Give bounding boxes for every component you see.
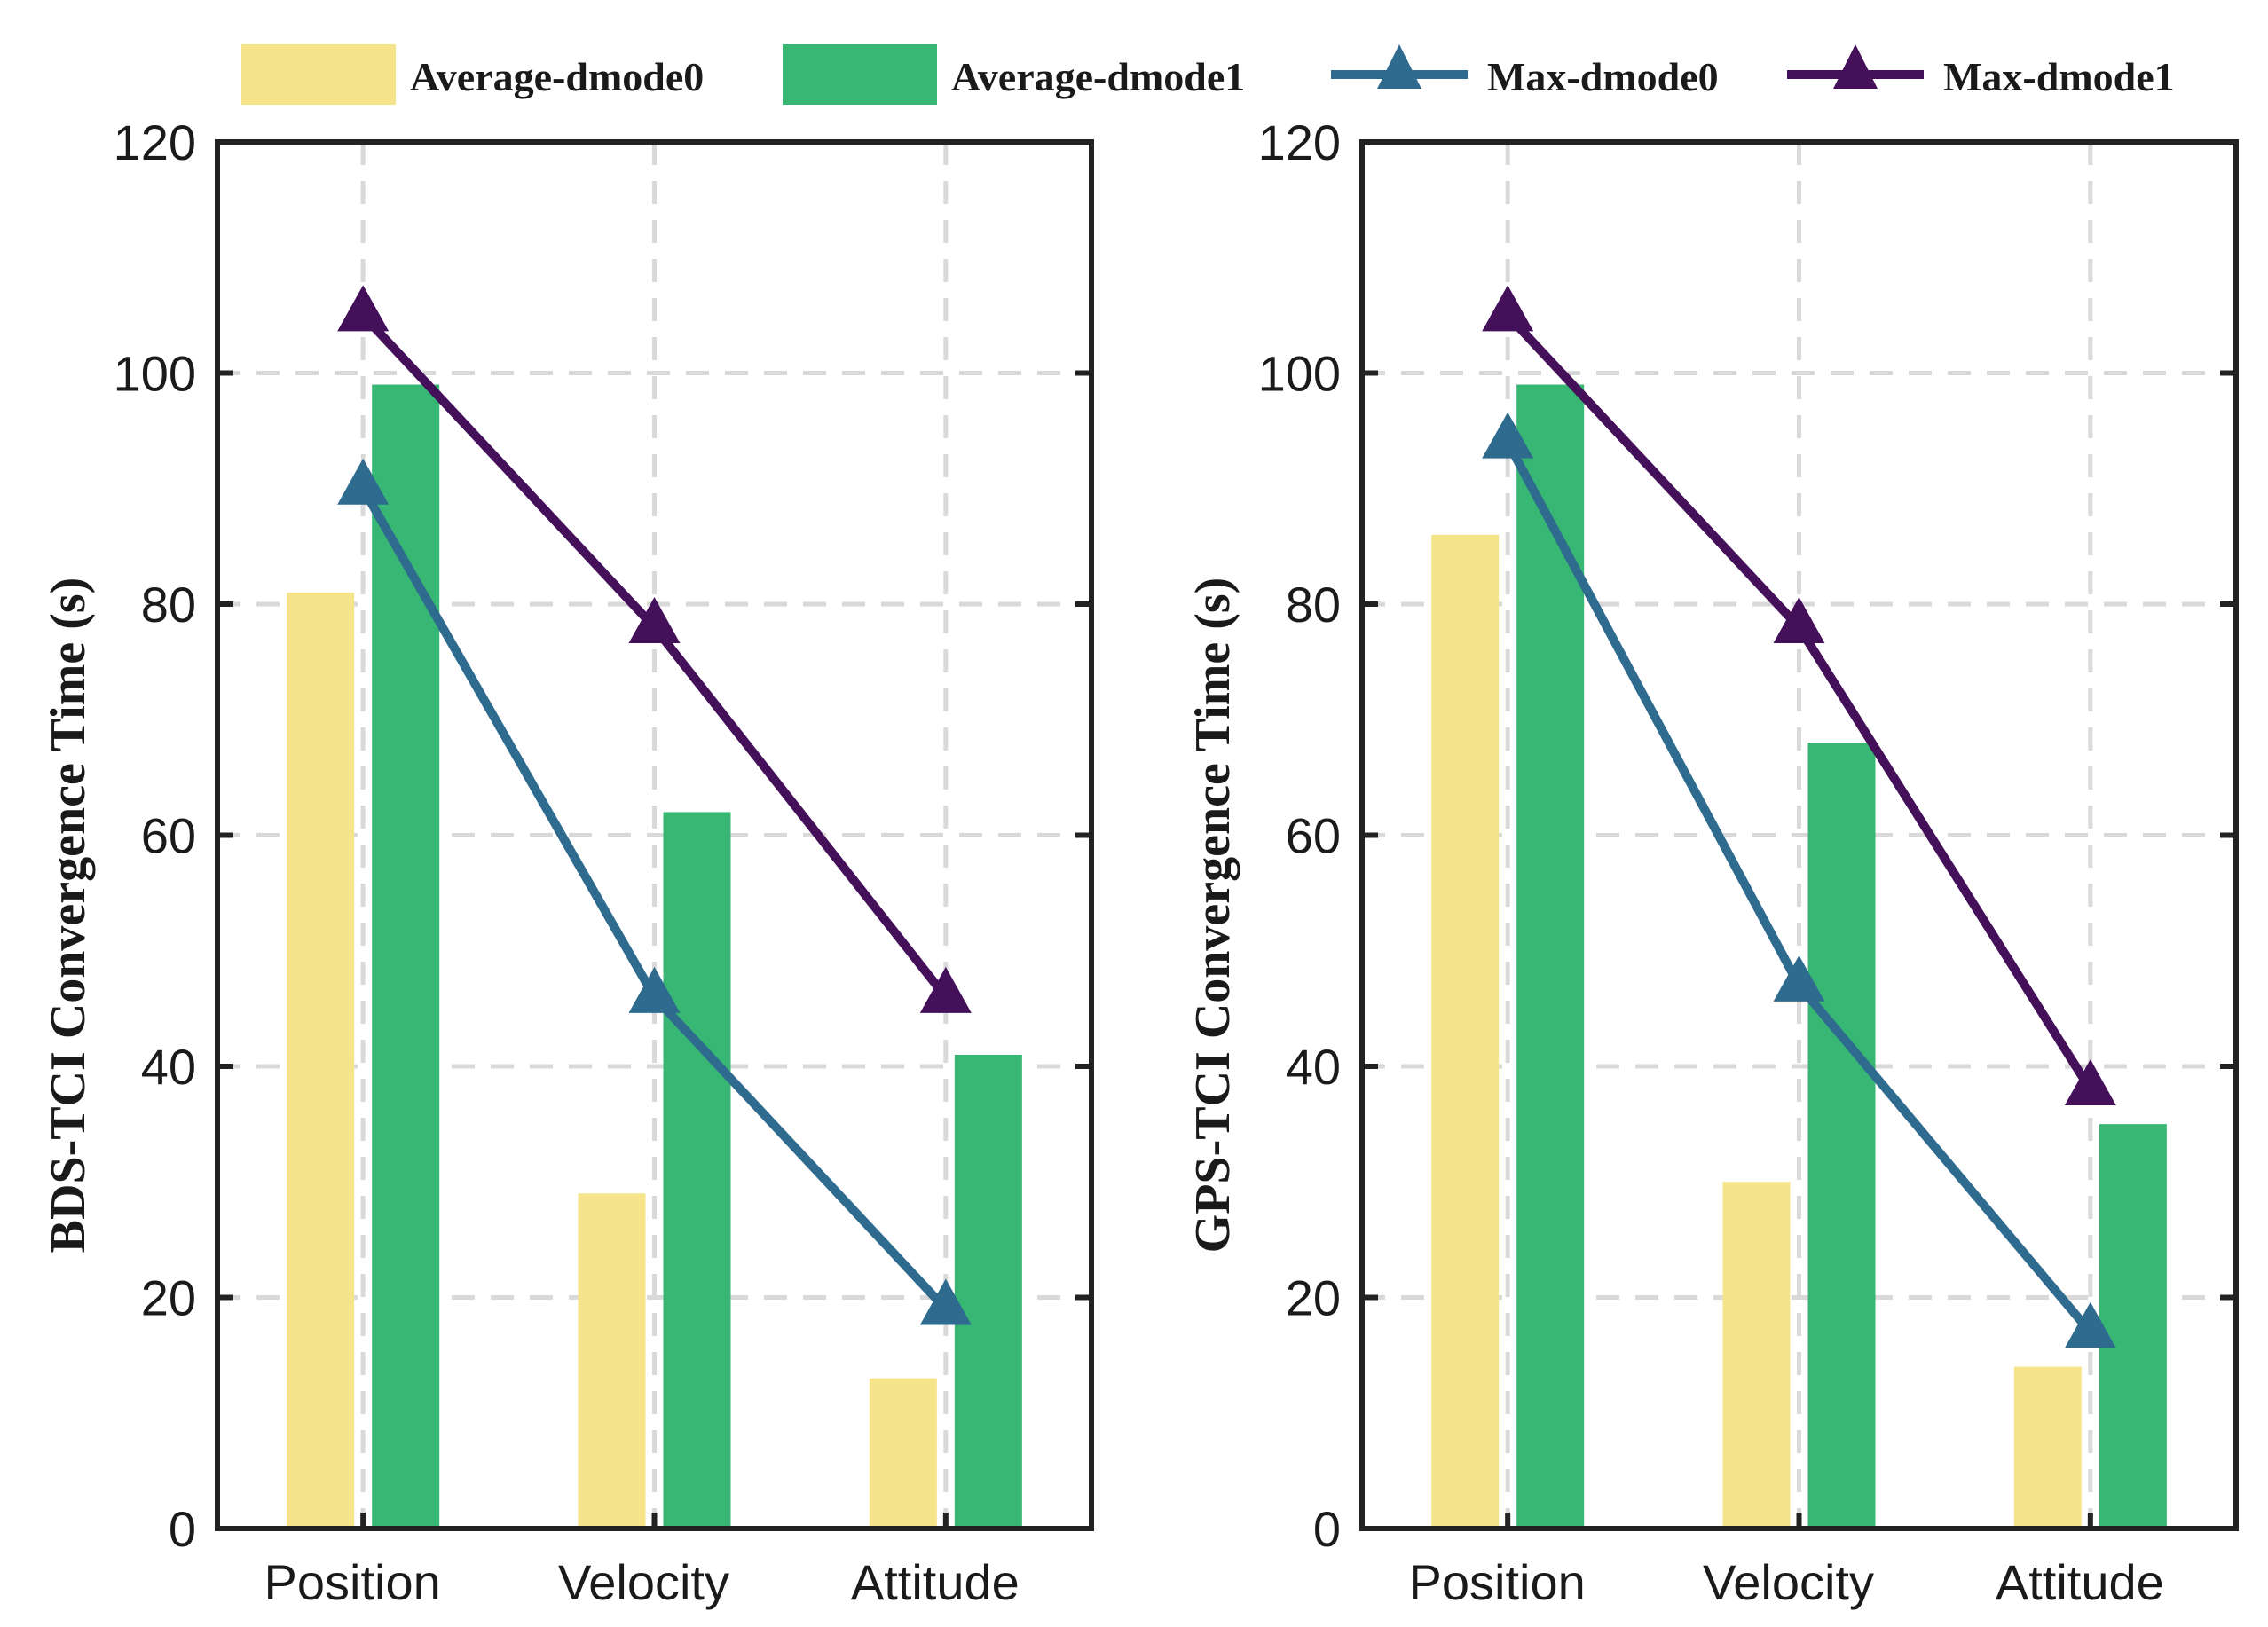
marker-max-dmode0-position bbox=[337, 458, 390, 505]
bar-average-dmode0-attitude bbox=[2013, 1366, 2082, 1529]
y-tick-label: 0 bbox=[1313, 1501, 1341, 1557]
bar-average-dmode1-attitude bbox=[2099, 1124, 2167, 1529]
y-tick-label: 60 bbox=[1286, 808, 1341, 864]
y-tick-label: 20 bbox=[141, 1270, 196, 1326]
bar-average-dmode1-position bbox=[1516, 384, 1585, 1529]
legend-label-max-dmode0: Max-dmode0 bbox=[1487, 54, 1719, 99]
x-tick-label-position: Position bbox=[1409, 1554, 1586, 1610]
bar-average-dmode0-attitude bbox=[869, 1378, 937, 1529]
marker-max-dmode0-position bbox=[1482, 412, 1534, 459]
marker-max-dmode1-position bbox=[1482, 285, 1534, 332]
y-axis-label: GPS-TCI Convergence Time (s) bbox=[1185, 578, 1240, 1254]
x-tick-label-velocity: Velocity bbox=[558, 1554, 729, 1610]
y-tick-label: 100 bbox=[1258, 346, 1341, 402]
y-tick-label: 0 bbox=[169, 1501, 196, 1557]
marker-max-dmode0-attitude bbox=[2064, 1301, 2116, 1348]
y-tick-label: 40 bbox=[141, 1039, 196, 1095]
marker-max-dmode1-attitude bbox=[2064, 1059, 2116, 1106]
bar-average-dmode1-position bbox=[372, 384, 440, 1529]
marker-max-dmode1-velocity bbox=[628, 597, 681, 644]
y-tick-label: 60 bbox=[141, 808, 196, 864]
bar-average-dmode0-velocity bbox=[1722, 1182, 1791, 1529]
x-tick-label-position: Position bbox=[264, 1554, 441, 1610]
panel-gps-tci: 0 20 40 60 80 100 120 Position Velocity Attitude G… bbox=[1185, 114, 2239, 1610]
marker-max-dmode1-velocity bbox=[1773, 597, 1825, 644]
legend: Average-dmode0 Average-dmode1 Max-dmode0… bbox=[241, 44, 2175, 105]
legend-label-average-dmode0: Average-dmode0 bbox=[410, 54, 704, 99]
bar-average-dmode1-attitude bbox=[954, 1054, 1022, 1529]
bar-average-dmode1-velocity bbox=[663, 812, 731, 1529]
legend-swatch-max-dmode0 bbox=[1331, 44, 1468, 89]
legend-swatch-average-dmode1 bbox=[783, 44, 937, 105]
marker-max-dmode1-attitude bbox=[919, 966, 972, 1013]
marker-max-dmode0-attitude bbox=[919, 1278, 972, 1325]
y-tick-label: 80 bbox=[141, 577, 196, 633]
x-tick-label-attitude: Attitude bbox=[1996, 1554, 2164, 1610]
marker-max-dmode0-velocity bbox=[1773, 955, 1825, 1002]
y-tick-label: 80 bbox=[1286, 577, 1341, 633]
y-axis-label: BDS-TCI Convergence Time (s) bbox=[41, 578, 96, 1254]
legend-swatch-max-dmode1 bbox=[1787, 44, 1924, 89]
y-tick-label: 100 bbox=[114, 346, 196, 402]
bar-average-dmode0-position bbox=[1431, 534, 1500, 1529]
y-tick-label: 120 bbox=[1258, 114, 1341, 170]
bar-average-dmode0-velocity bbox=[578, 1193, 646, 1529]
marker-max-dmode1-position bbox=[337, 285, 390, 332]
legend-label-max-dmode1: Max-dmode1 bbox=[1943, 54, 2175, 99]
y-tick-label: 40 bbox=[1286, 1039, 1341, 1095]
bar-average-dmode0-position bbox=[287, 592, 355, 1529]
y-tick-label: 120 bbox=[114, 114, 196, 170]
panel-bds-tci: 0 20 40 60 80 100 120 Position Velocity Attitude B… bbox=[41, 114, 1094, 1610]
bar-average-dmode1-velocity bbox=[1807, 743, 1876, 1529]
x-tick-label-attitude: Attitude bbox=[851, 1554, 1020, 1610]
legend-swatch-average-dmode0 bbox=[241, 44, 396, 105]
legend-label-average-dmode1: Average-dmode1 bbox=[951, 54, 1245, 99]
marker-max-dmode0-velocity bbox=[628, 966, 681, 1013]
y-tick-label: 20 bbox=[1286, 1270, 1341, 1326]
x-tick-label-velocity: Velocity bbox=[1703, 1554, 1874, 1610]
